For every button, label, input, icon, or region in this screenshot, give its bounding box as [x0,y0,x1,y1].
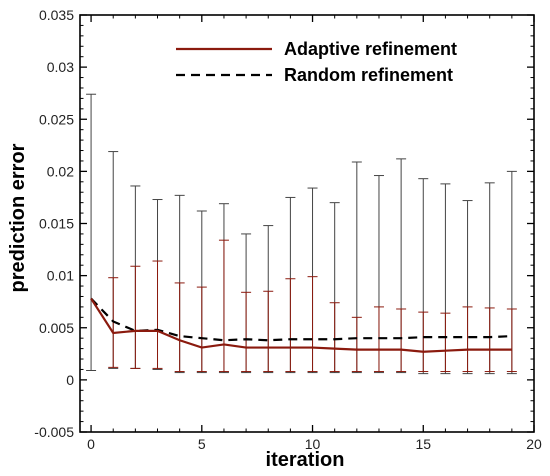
legend: Adaptive refinement Random refinement [176,39,457,85]
y-tick-label-2: 0.005 [39,320,74,336]
y-tick-label-5: 0.02 [47,163,74,179]
y-tick-label-6: 0.025 [39,111,74,127]
legend-label-random: Random refinement [284,65,453,85]
axes [79,14,535,433]
y-axis-title: prediction error [7,143,29,292]
x-tick-label-5: 5 [198,436,206,452]
tick-labels: 0 5 10 15 20 -0.005 0 0.005 0.01 0.015 0.02 0.025 0.… [34,7,542,452]
plot-content [86,93,517,375]
y-tick-label-8: 0.035 [39,7,74,23]
y-tick-label-1: 0 [66,372,74,388]
y-tick-label-0: -0.005 [34,424,74,440]
x-axis-title: iteration [266,449,345,471]
x-tick-label-10: 10 [305,436,321,452]
x-tick-label-0: 0 [87,436,95,452]
y-tick-label-4: 0.015 [39,216,74,232]
y-tick-label-3: 0.01 [47,268,74,284]
legend-label-adaptive: Adaptive refinement [284,39,457,59]
x-tick-label-20: 20 [526,436,542,452]
series-line-adaptive-refinement [90,297,512,353]
y-tick-label-7: 0.03 [47,59,74,75]
series-line-random-refinement [90,297,512,342]
x-tick-label-15: 15 [415,436,431,452]
